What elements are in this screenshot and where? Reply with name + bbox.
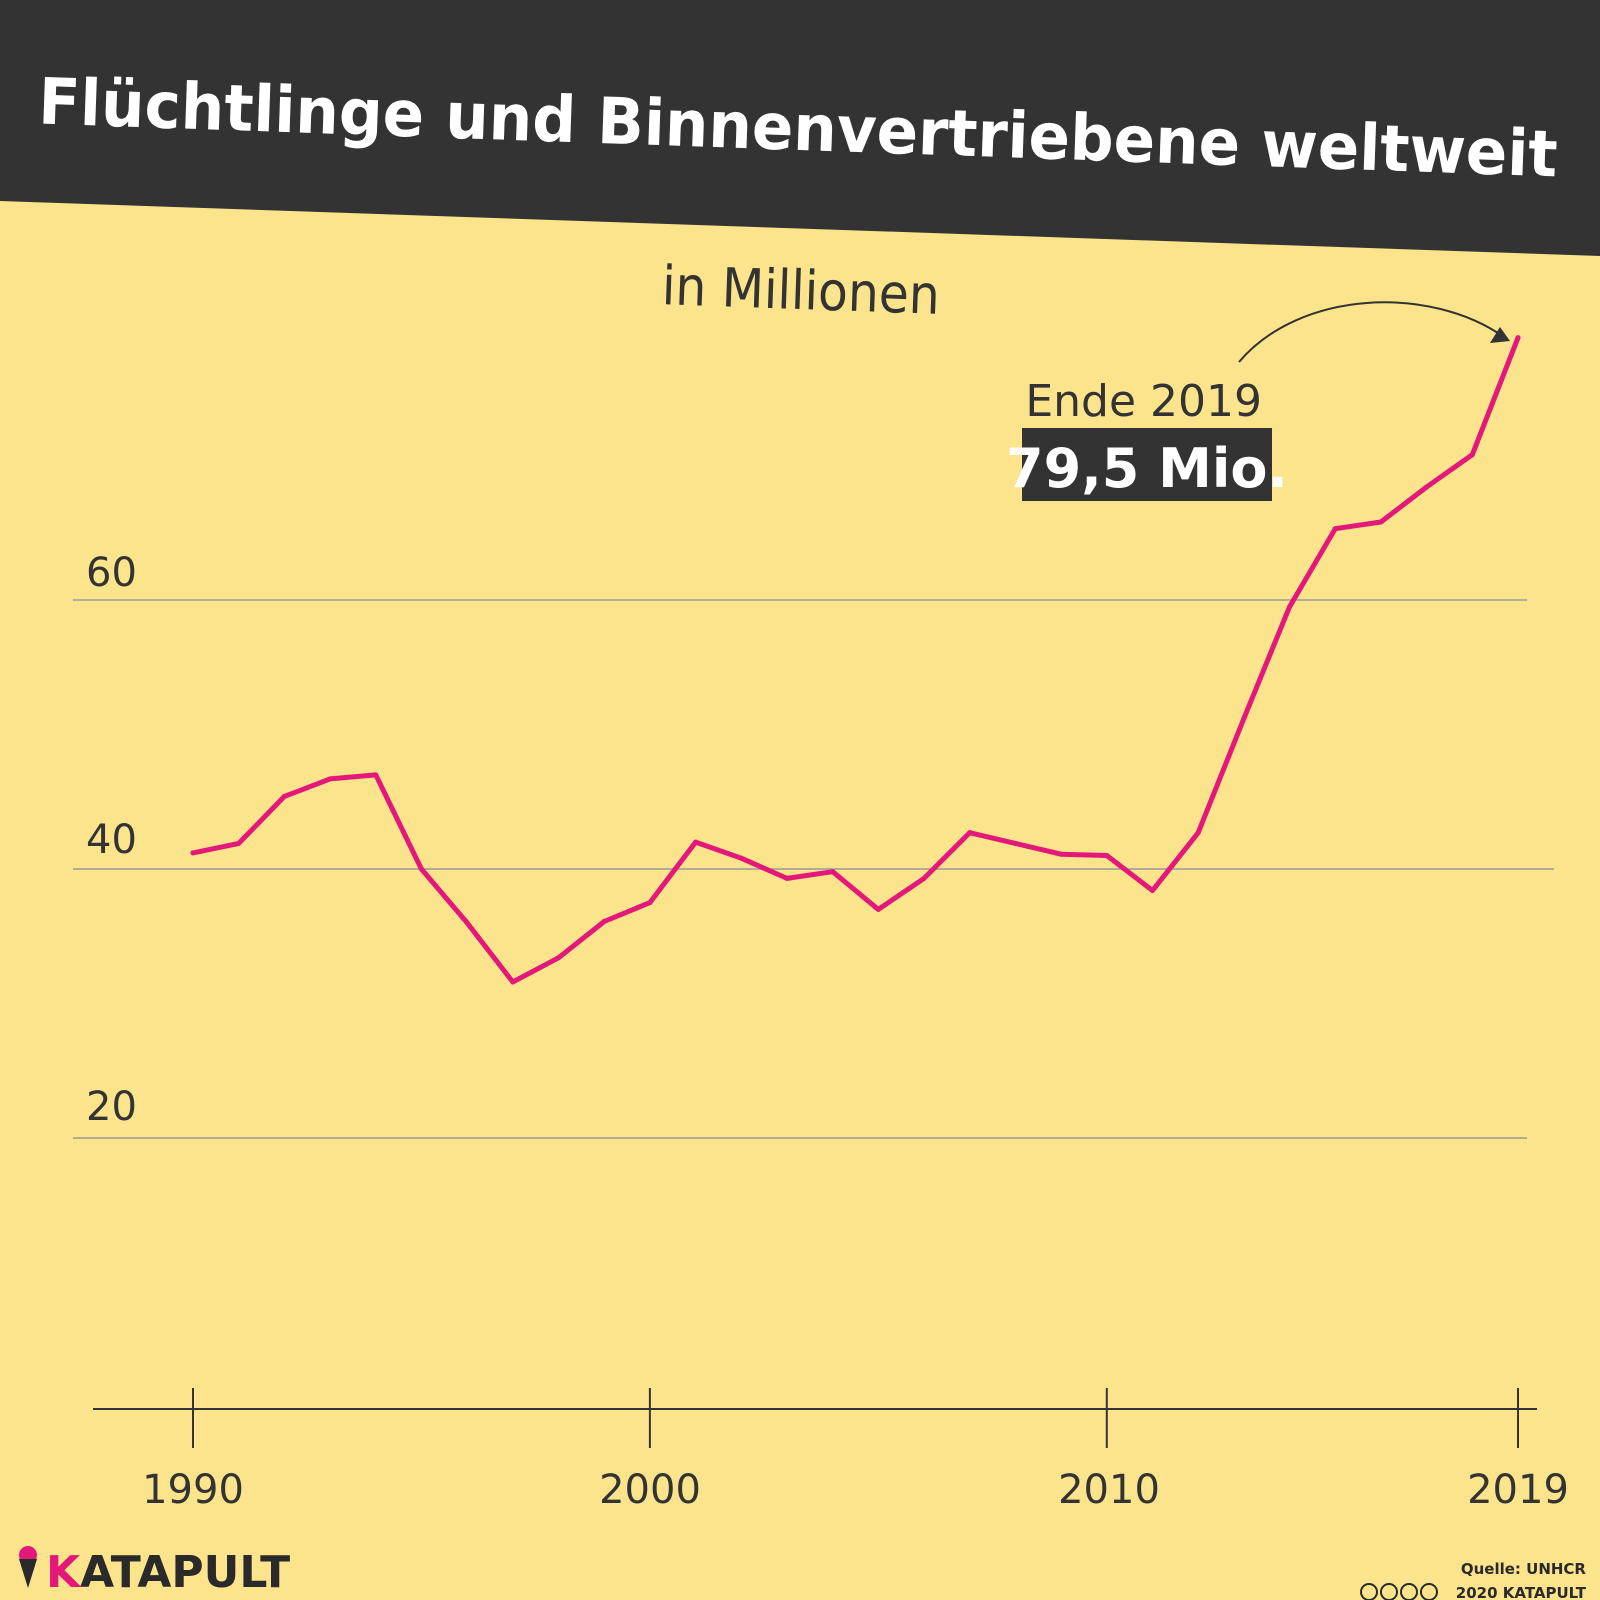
data-point-2015: [1332, 526, 1338, 532]
data-point-2013: [1241, 715, 1247, 721]
data-point-2005: [875, 906, 881, 912]
noncommercial-icon: [1400, 1583, 1418, 1600]
source-note: Quelle: UNHCR: [1461, 1560, 1587, 1578]
license-icons: [1360, 1583, 1438, 1600]
no-derivatives-icon: [1420, 1583, 1438, 1600]
header-band: [0, 0, 1600, 256]
katapult-logo: KATAPULT: [19, 1546, 290, 1598]
data-point-1999: [601, 918, 607, 924]
y-tick-label-20: 20: [86, 1084, 137, 1130]
y-tick-label-40: 40: [86, 817, 137, 863]
data-point-2016: [1378, 519, 1384, 525]
x-tick-labels: 1990 2000 2010 2019: [142, 1467, 1569, 1513]
data-point-2002: [738, 855, 744, 861]
annotation-label: Ende 2019: [1025, 376, 1262, 427]
brand-name: KATAPULT: [46, 1547, 290, 1598]
data-point-1996: [464, 920, 470, 926]
data-point-2019: [1515, 335, 1521, 341]
data-point-2004: [830, 869, 836, 875]
x-tick-label-2000: 2000: [599, 1467, 701, 1513]
gridlines: [73, 599, 1554, 1139]
data-point-2001: [693, 839, 699, 845]
y-tick-label-60: 60: [86, 550, 137, 596]
data-point-2007: [967, 830, 973, 836]
data-point-1994: [373, 772, 379, 778]
data-point-1992: [281, 793, 287, 799]
annotation-arrowhead-icon: [1490, 327, 1510, 343]
data-point-2017: [1424, 484, 1430, 490]
data-point-2006: [921, 875, 927, 881]
series-line: [190, 335, 1521, 985]
data-point-2018: [1469, 452, 1475, 458]
data-point-2009: [1058, 851, 1064, 857]
annotation-value: 79,5 Mio.: [1006, 437, 1288, 500]
data-point-2012: [1195, 830, 1201, 836]
data-point-2011: [1149, 888, 1155, 894]
x-tick-label-2010: 2010: [1058, 1467, 1160, 1513]
cc-icon: [1360, 1583, 1378, 1600]
x-tick-label-2019: 2019: [1467, 1467, 1569, 1513]
data-point-1990: [190, 850, 196, 856]
annotation-value-box: [1022, 428, 1272, 501]
data-point-1998: [556, 955, 562, 961]
data-point-1997: [510, 979, 516, 985]
x-tick-label-1990: 1990: [142, 1467, 244, 1513]
brand-rest: ATAPULT: [80, 1547, 290, 1598]
data-point-1993: [327, 776, 333, 782]
annotation-arrow: [1238, 301, 1505, 363]
data-point-1995: [418, 866, 424, 872]
data-point-2010: [1104, 853, 1110, 859]
data-point-1991: [236, 840, 242, 846]
data-point-2008: [1012, 840, 1018, 846]
chart-subtitle: in Millionen: [661, 254, 941, 327]
attribution-icon: [1380, 1583, 1398, 1600]
data-point-2003: [784, 875, 790, 881]
x-ticks: [192, 1388, 1519, 1448]
copyright-note: 2020 KATAPULT: [1456, 1584, 1587, 1600]
data-point-2014: [1287, 604, 1293, 610]
data-point-2000: [647, 900, 653, 906]
ice-cream-cone-icon: [19, 1559, 37, 1588]
y-tick-labels: 60 40 20: [86, 550, 137, 1130]
data-points: [190, 335, 1521, 985]
brand-accent-letter: K: [46, 1547, 82, 1598]
